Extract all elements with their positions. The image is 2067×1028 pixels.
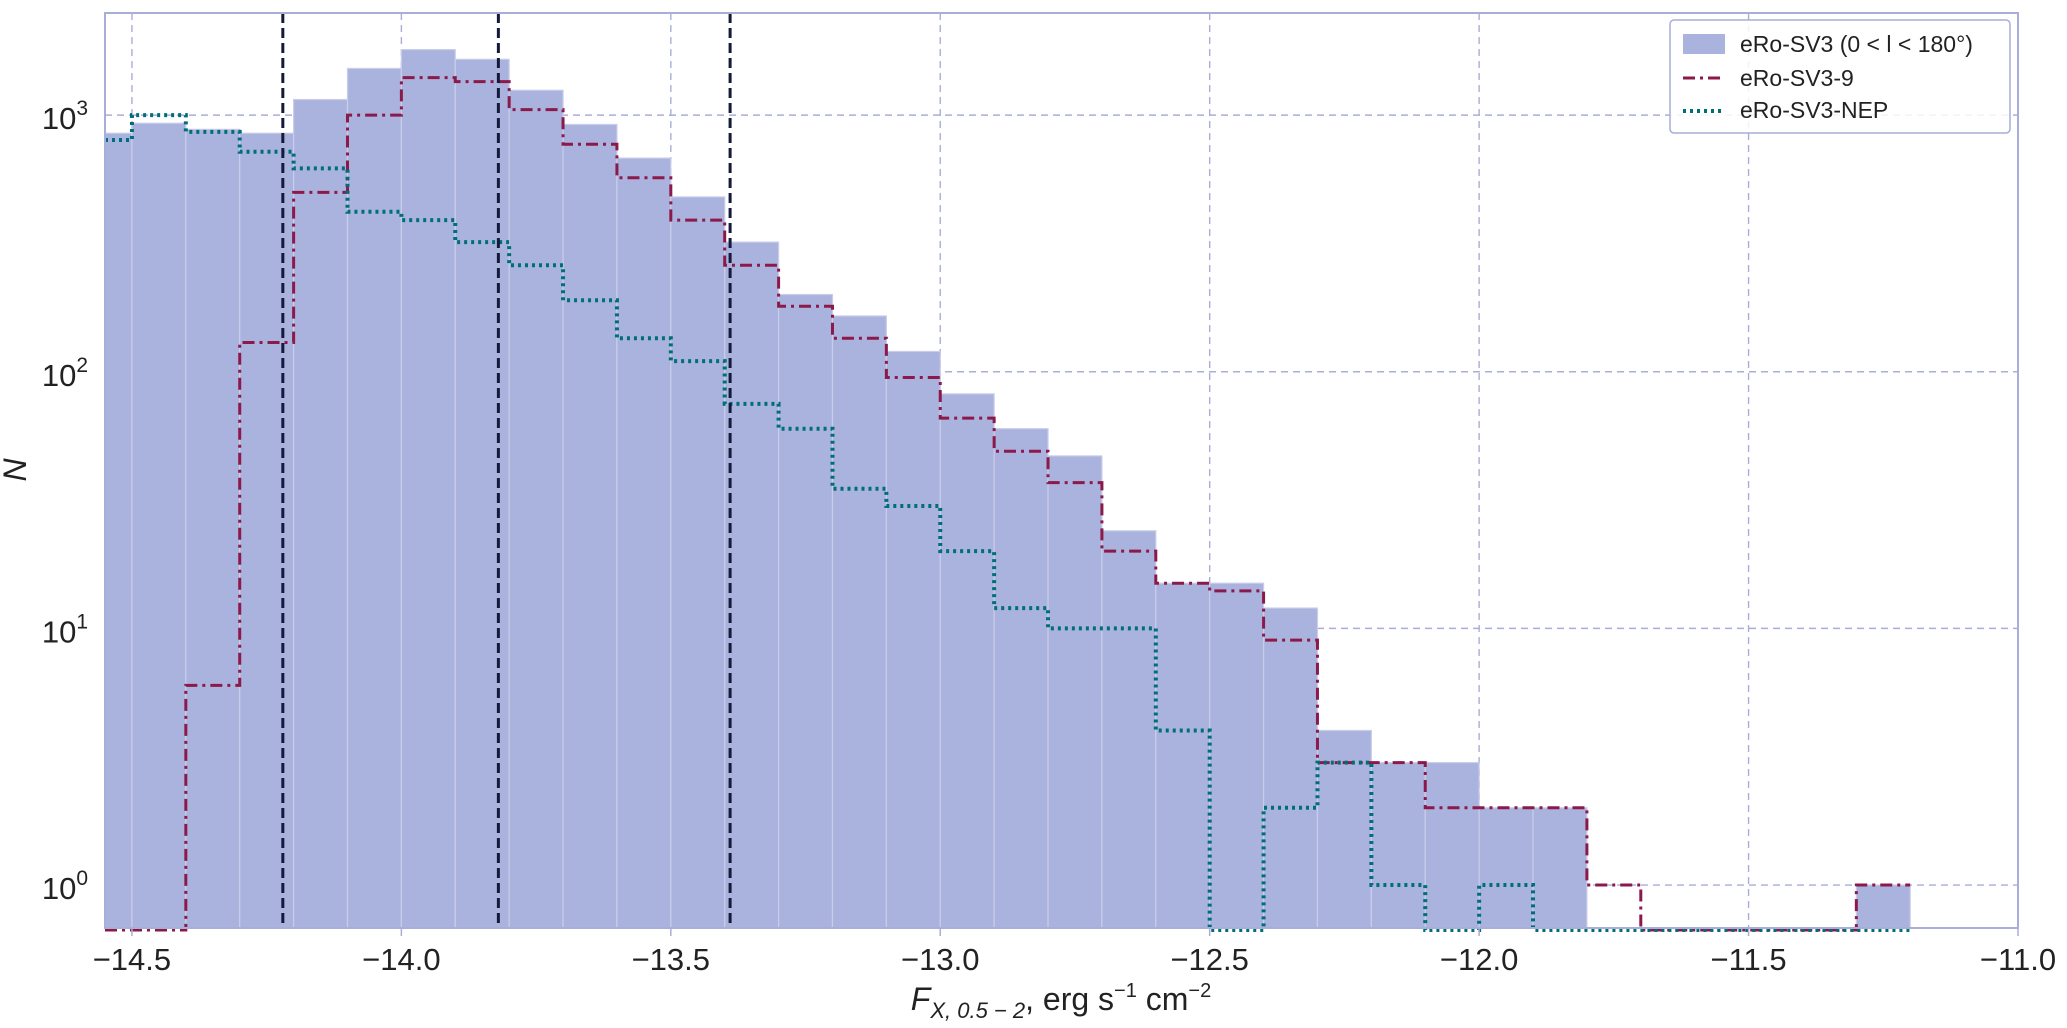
histogram-bar	[239, 132, 295, 929]
y-tick-label: 102	[42, 354, 88, 393]
histogram-bar	[1424, 761, 1480, 929]
y-axis-label: N	[0, 458, 33, 482]
histogram-bar	[454, 58, 510, 929]
x-tick-label: −13.5	[632, 942, 710, 977]
histogram-bar	[562, 123, 618, 929]
histogram-bar	[616, 157, 672, 929]
histogram-bar	[185, 128, 241, 929]
series-line-sv3-9	[105, 76, 1911, 932]
x-tick-label: −14.5	[93, 942, 171, 977]
histogram-bar	[939, 393, 995, 929]
histogram-bar	[885, 350, 941, 929]
legend-label-sv3-nep: eRo-SV3-NEP	[1740, 97, 1888, 123]
histogram-bar	[1101, 530, 1157, 929]
plot-frame	[104, 12, 2019, 929]
histogram-bar	[1370, 761, 1426, 929]
legend-swatch-sv3	[1683, 34, 1725, 54]
histogram-bar	[1855, 884, 1911, 929]
legend-label-sv3: eRo-SV3 (0 < l < 180°)	[1740, 31, 1973, 57]
y-tick-label: 100	[42, 867, 88, 906]
y-tick-label: 103	[42, 97, 88, 136]
x-tick-label: −12.0	[1440, 942, 1518, 977]
histogram-bar	[1209, 582, 1265, 929]
histogram-bar	[777, 293, 834, 929]
histogram-bar	[724, 241, 780, 929]
x-axis-label: FX, 0.5 − 2, erg s−1 cm−2	[911, 980, 1211, 1023]
x-tick-label: −13.0	[901, 942, 979, 977]
x-tick-label: −14.0	[362, 942, 440, 977]
legend-frame	[1669, 19, 2011, 134]
histogram-bar	[1262, 607, 1319, 929]
histogram-bar	[1155, 582, 1211, 929]
legend-label-sv3-9: eRo-SV3-9	[1740, 65, 1854, 91]
histogram-bar	[104, 132, 133, 929]
histogram-bar	[346, 67, 402, 929]
x-tick-label: −11.5	[1710, 942, 1786, 977]
histogram-bar	[831, 315, 887, 929]
legend: eRo-SV3 (0 < l < 180°) eRo-SV3-9 eRo-SV3…	[1669, 19, 2011, 134]
histogram-bar	[400, 49, 456, 929]
y-tick-label: 101	[42, 610, 88, 649]
histogram-bar	[131, 122, 187, 929]
histogram-bar	[670, 196, 726, 929]
x-tick-label: −12.5	[1170, 942, 1248, 977]
histogram-bar	[1047, 455, 1103, 929]
histogram-bar	[1478, 807, 1534, 929]
histogram-bar	[1316, 729, 1372, 929]
histogram-bar	[508, 89, 564, 929]
histogram-bar	[1532, 807, 1588, 929]
histogram-bar	[993, 428, 1049, 929]
x-tick-label: −11.0	[1980, 942, 2056, 977]
histogram-bar	[293, 98, 349, 929]
